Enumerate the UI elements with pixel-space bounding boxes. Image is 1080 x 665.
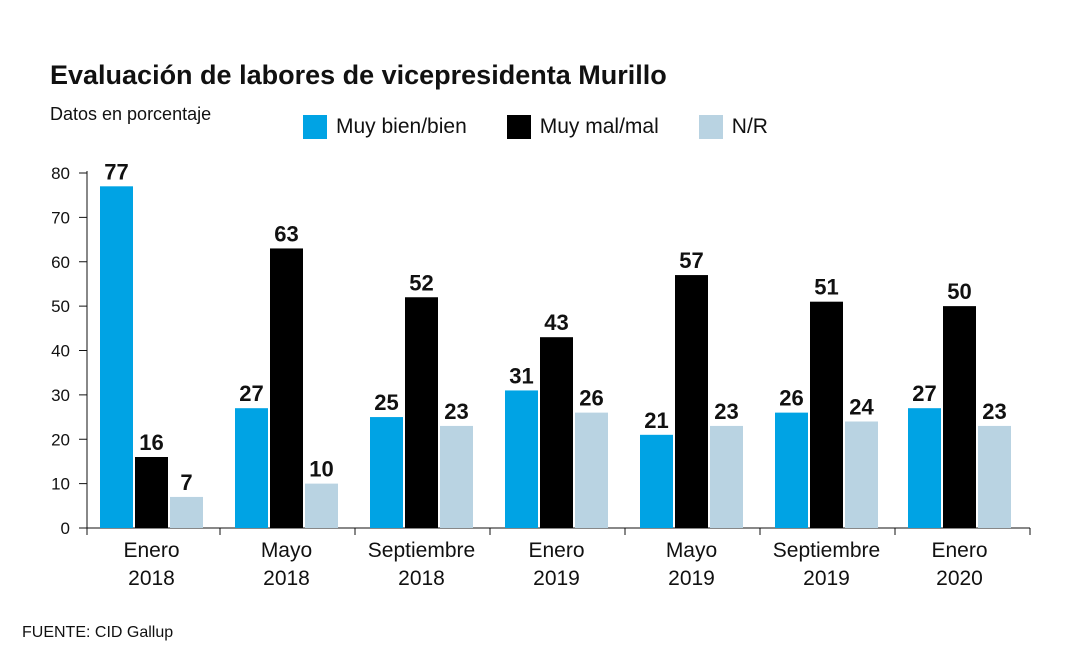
y-tick-label: 50 (51, 297, 70, 316)
bar-muy-mal-mal (135, 457, 168, 528)
x-category-label-line2: 2018 (263, 567, 310, 590)
bar-muy-mal-mal (405, 297, 438, 528)
x-category-label-line1: Septiembre (773, 539, 880, 562)
bar-value-label: 21 (644, 408, 668, 433)
x-category-label-line1: Septiembre (368, 539, 475, 562)
y-tick-label: 60 (51, 253, 70, 272)
bar-value-label: 27 (912, 381, 936, 406)
source-note: FUENTE: CID Gallup (22, 624, 174, 641)
bar-muy-bien-bien (100, 186, 133, 528)
bar-value-label: 77 (104, 159, 128, 184)
bar-value-label: 10 (309, 457, 333, 482)
x-category-label-line1: Enero (528, 539, 584, 562)
chart-subtitle: Datos en porcentaje (50, 104, 212, 124)
legend-item-nr: N/R (698, 115, 768, 139)
bar-value-label: 23 (982, 399, 1006, 424)
bar-value-label: 51 (814, 275, 838, 300)
y-tick-label: 0 (61, 519, 70, 538)
bar-value-label: 23 (714, 399, 738, 424)
bar-value-label: 31 (509, 363, 533, 388)
bar-value-label: 16 (139, 430, 163, 455)
legend-label-nr: N/R (731, 115, 768, 138)
bar-value-label: 26 (579, 386, 603, 411)
bar-value-label: 43 (544, 310, 568, 335)
y-tick-label: 70 (51, 208, 70, 227)
bar-muy-bien-bien (908, 408, 941, 528)
x-category-label-line2: 2018 (128, 567, 175, 590)
y-tick-label: 10 (51, 475, 70, 494)
bar-value-label: 24 (849, 395, 874, 420)
bar-muy-bien-bien (505, 390, 538, 528)
legend-swatch-muy-mal (506, 115, 531, 139)
bar-muy-bien-bien (640, 434, 673, 528)
bar-muy-mal-mal (270, 248, 303, 528)
y-tick-label: 20 (51, 430, 70, 449)
legend-label-muy-mal: Muy mal/mal (539, 115, 659, 138)
x-category-label-line2: 2019 (803, 567, 850, 590)
bar-value-label: 27 (239, 381, 263, 406)
bar-value-label: 7 (180, 470, 192, 495)
legend-label-muy-bien: Muy bien/bien (336, 115, 467, 138)
legend-item-muy-mal: Muy mal/mal (506, 115, 659, 139)
x-category-label-line1: Enero (123, 539, 179, 562)
bar-muy-mal-mal (675, 275, 708, 528)
x-category-label-line2: 2020 (936, 567, 983, 590)
x-category-label-line1: Mayo (666, 539, 717, 562)
bar-value-label: 26 (779, 386, 803, 411)
bar-value-label: 25 (374, 390, 398, 415)
bar-value-label: 57 (679, 248, 703, 273)
bar-value-label: 23 (444, 399, 468, 424)
x-category-label-line1: Mayo (261, 539, 312, 562)
bar-n-r (845, 421, 878, 528)
chart-title: Evaluación de labores de vicepresidenta … (50, 60, 667, 90)
bar-muy-mal-mal (540, 337, 573, 528)
x-category-label-line2: 2019 (668, 567, 715, 590)
y-tick-label: 30 (51, 386, 70, 405)
legend-swatch-nr (698, 115, 723, 139)
legend-item-muy-bien: Muy bien/bien (303, 115, 467, 139)
legend: Muy bien/bien Muy mal/mal N/R (303, 115, 808, 139)
y-tick-label: 80 (51, 164, 70, 183)
x-category-label-line1: Enero (931, 539, 987, 562)
x-category-label-line2: 2019 (533, 567, 580, 590)
bar-muy-bien-bien (235, 408, 268, 528)
bar-n-r (440, 425, 473, 528)
bar-muy-bien-bien (775, 412, 808, 528)
legend-swatch-muy-bien (303, 115, 327, 139)
x-category-label-line2: 2018 (398, 567, 445, 590)
bar-n-r (978, 425, 1011, 528)
bar-n-r (710, 425, 743, 528)
bar-n-r (170, 496, 203, 528)
bar-value-label: 52 (409, 270, 433, 295)
bar-n-r (305, 483, 338, 528)
bar-muy-bien-bien (370, 417, 403, 528)
bar-value-label: 50 (947, 279, 971, 304)
bar-value-label: 63 (274, 221, 298, 246)
y-tick-label: 40 (51, 342, 70, 361)
bar-muy-mal-mal (810, 301, 843, 528)
bar-muy-mal-mal (943, 306, 976, 528)
bar-n-r (575, 412, 608, 528)
